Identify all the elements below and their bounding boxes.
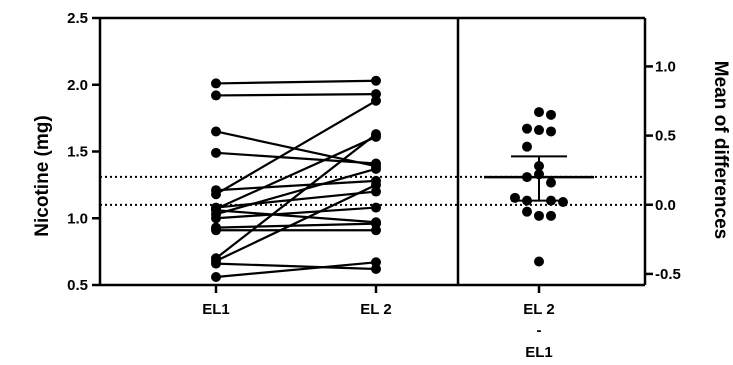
right-y-tick-label: -0.5 [655,266,681,283]
left-y-axis-title: Nicotine (mg) [32,115,53,236]
difference-point [546,210,556,221]
data-point-el2 [371,129,381,140]
x-tick-diff-line2: - [537,322,542,339]
left-y-tick-label: 1.5 [67,144,88,161]
data-point-el1 [211,126,221,137]
pair-line [215,190,377,209]
pair-line [215,135,377,210]
difference-point [522,206,532,217]
difference-point [534,125,544,136]
x-tick-diff-line3: EL1 [525,344,553,361]
pair-line [215,222,377,229]
data-point-el2 [371,179,381,190]
pair-line [215,92,377,97]
right-y-tick-label: 0.5 [655,128,676,145]
pair-line [215,151,377,165]
data-point-el2 [371,257,381,268]
difference-point [558,196,568,207]
paired-lines [215,79,377,279]
pair-line [215,167,377,216]
difference-point [522,141,532,152]
difference-point [534,107,544,118]
x-tick-el1: EL1 [202,301,230,318]
data-point-el2 [371,202,381,213]
left-y-tick-label: 1.0 [67,210,88,227]
right-y-tick-label: 0.0 [655,197,676,214]
pair-line [215,133,377,260]
pair-line [215,261,377,279]
difference-point [522,123,532,134]
data-point-el2 [371,225,381,236]
pair-line [215,79,377,85]
difference-point [546,177,556,188]
x-tick-diff-line1: EL 2 [523,301,554,318]
difference-point [534,210,544,221]
data-point-el1 [211,213,221,224]
data-point-el2 [371,75,381,86]
difference-point [546,126,556,137]
x-tick-el2: EL 2 [360,301,391,318]
right-y-tick-label: 1.0 [655,58,676,75]
pair-line [215,183,377,262]
reference-lines [100,175,645,206]
data-point-el1 [211,271,221,282]
paired-points [211,75,381,282]
data-point-el1 [211,225,221,236]
pair-line [215,262,377,271]
left-y-tick-label: 0.5 [67,277,88,294]
data-point-el1 [211,90,221,101]
pair-line [215,99,377,196]
data-point-el1 [211,147,221,158]
data-point-el1 [211,189,221,200]
pair-line [215,179,377,192]
data-point-el1 [211,258,221,269]
mean-ci-markers [484,155,594,202]
difference-point [546,109,556,120]
right-y-axis-title: Mean of differences [710,61,731,239]
data-point-el2 [371,95,381,106]
pair-line [215,130,377,168]
data-point-el1 [211,78,221,89]
data-point-el2 [371,163,381,174]
axis-labels: Nicotine (mg) Mean of differences EL1 EL… [32,61,731,361]
difference-points [510,107,568,267]
left-y-tick-label: 2.0 [67,77,88,94]
pair-line [215,209,377,224]
difference-point [534,256,544,267]
axes: 0.5 1.0 1.5 2.0 2.5 -0.5 0.0 0.5 1.0 [67,10,681,294]
pair-line [215,206,377,220]
left-y-tick-label: 2.5 [67,10,88,27]
